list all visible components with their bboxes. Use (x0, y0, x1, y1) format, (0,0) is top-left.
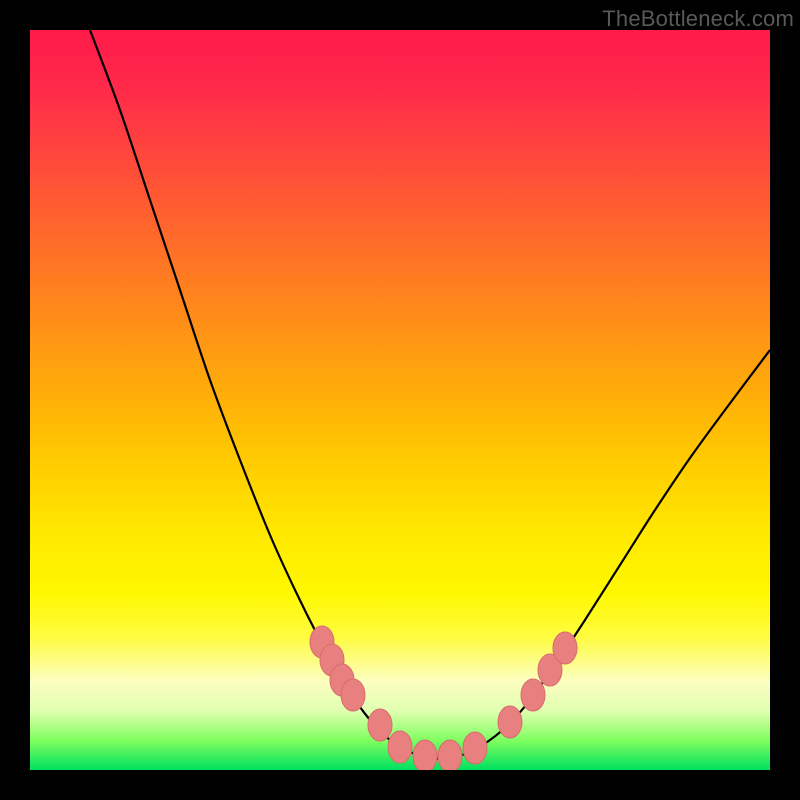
marker-dot (341, 679, 365, 711)
marker-dot (438, 740, 462, 770)
marker-dot (498, 706, 522, 738)
marker-dot (521, 679, 545, 711)
plot-svg (30, 30, 770, 770)
marker-dot (553, 632, 577, 664)
marker-dot (413, 740, 437, 770)
chart-frame: TheBottleneck.com (0, 0, 800, 800)
marker-dot (368, 709, 392, 741)
marker-dot (388, 731, 412, 763)
marker-dot (463, 732, 487, 764)
bottleneck-curve (90, 30, 770, 759)
plot-area (30, 30, 770, 770)
marker-group (310, 626, 577, 770)
watermark-text: TheBottleneck.com (602, 6, 794, 32)
